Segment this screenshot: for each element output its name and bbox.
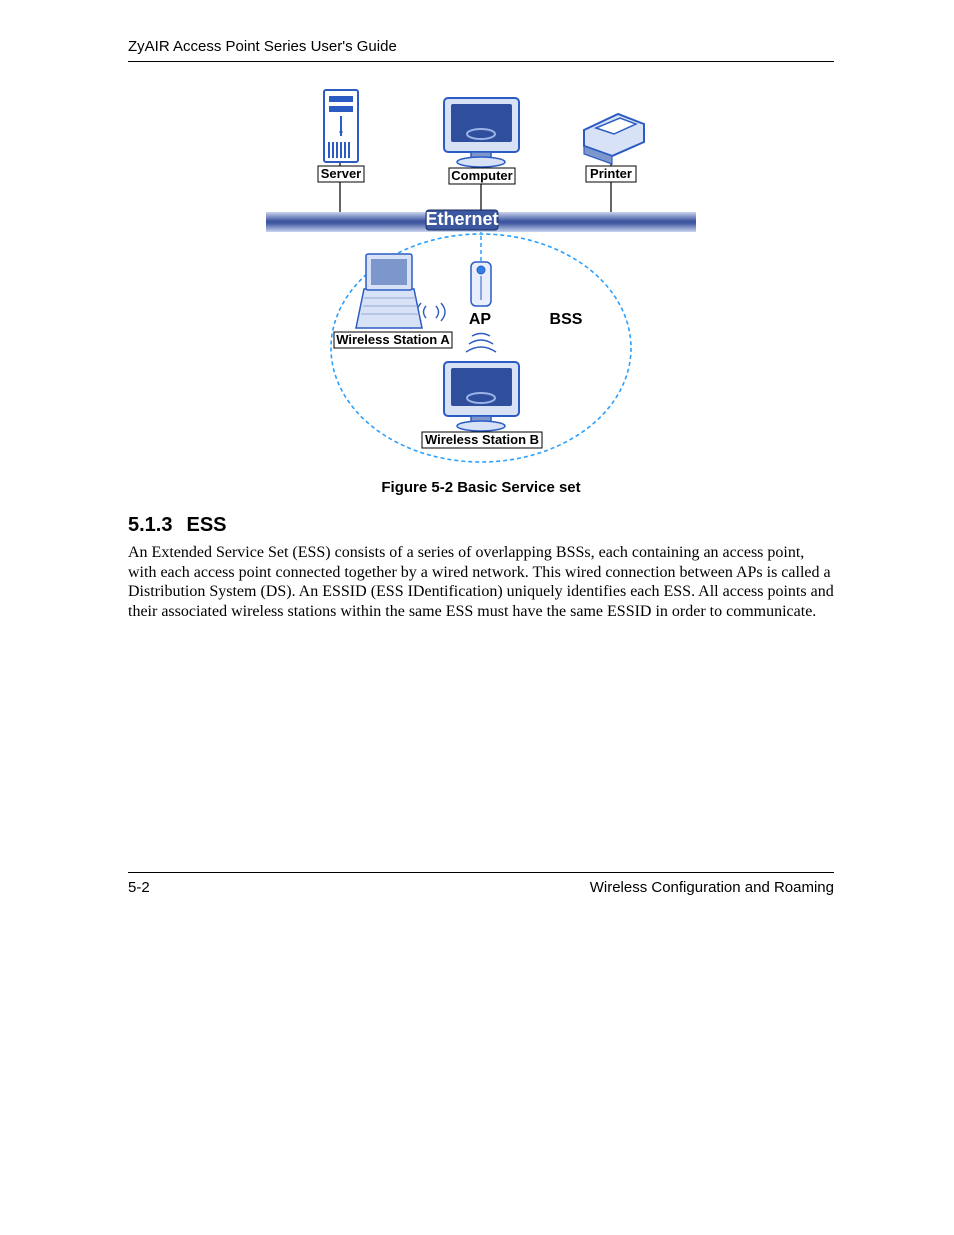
- label-bss: BSS: [550, 311, 583, 328]
- laptop-icon: [356, 254, 422, 328]
- server-icon: [324, 90, 358, 162]
- radio-waves-icon: [417, 303, 445, 321]
- printer-icon: [584, 114, 644, 164]
- label-computer: Computer: [451, 168, 512, 183]
- page-footer: 5-2 Wireless Configuration and Roaming: [128, 872, 834, 896]
- label-server: Server: [321, 166, 361, 181]
- label-ws-b: Wireless Station B: [425, 432, 539, 447]
- figure-caption: Figure 5-2 Basic Service set: [128, 479, 834, 496]
- running-header: ZyAIR Access Point Series User's Guide: [128, 38, 834, 62]
- section-number: 5.1.3: [128, 514, 172, 536]
- section-body: An Extended Service Set (ESS) consists o…: [128, 543, 834, 621]
- section-title: ESS: [186, 514, 226, 536]
- label-printer: Printer: [590, 166, 632, 181]
- monitor-b-icon: [444, 362, 519, 431]
- computer-icon: [444, 98, 519, 167]
- footer-title: Wireless Configuration and Roaming: [590, 879, 834, 896]
- label-ethernet: Ethernet: [425, 209, 498, 229]
- radio-waves-down-icon: [466, 334, 496, 353]
- section-heading: 5.1.3 ESS: [128, 514, 834, 537]
- label-ap: AP: [469, 311, 492, 328]
- footer-page-number: 5-2: [128, 879, 150, 896]
- label-ws-a: Wireless Station A: [336, 332, 450, 347]
- figure-bss: Server Computer Printer Ethern: [128, 84, 834, 496]
- ap-icon: [471, 262, 491, 306]
